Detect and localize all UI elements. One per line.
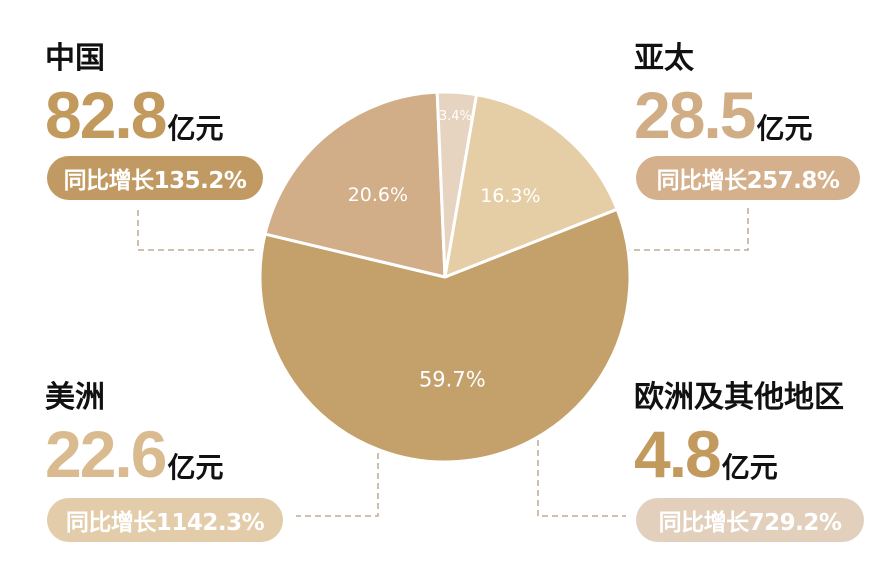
growth-pill-apac: 同比增长257.8% xyxy=(636,156,860,200)
connector-line xyxy=(625,208,749,251)
region-apac: 亚太 28.5亿元 xyxy=(634,41,813,149)
region-name: 中国 xyxy=(45,41,105,76)
pie-slice xyxy=(258,207,632,464)
pie-slice xyxy=(263,90,447,279)
region-amount: 4.8 xyxy=(634,417,722,491)
region-europe-other: 欧洲及其他地区 4.8亿元 xyxy=(634,380,844,488)
region-name: 欧洲及其他地区 xyxy=(634,380,844,415)
region-amount: 28.5 xyxy=(634,78,756,152)
slice-label: 3.4% xyxy=(439,109,472,124)
slice-label: 16.3% xyxy=(480,185,540,207)
connector-line xyxy=(296,453,379,517)
region-amount: 82.8 xyxy=(45,78,167,152)
region-amount: 22.6 xyxy=(45,417,167,491)
slice-label: 20.6% xyxy=(348,184,408,206)
connector-line xyxy=(537,440,626,517)
region-unit: 亿元 xyxy=(721,451,778,484)
connector-line xyxy=(137,210,258,251)
region-unit: 亿元 xyxy=(756,112,813,145)
growth-pill-americas: 同比增长1142.3% xyxy=(47,498,283,542)
region-unit: 亿元 xyxy=(167,112,224,145)
region-americas: 美洲 22.6亿元 xyxy=(45,380,224,488)
pie-slice xyxy=(443,93,619,279)
region-name: 美洲 xyxy=(45,380,105,415)
region-name: 亚太 xyxy=(634,41,694,76)
growth-pill-china: 同比增长135.2% xyxy=(47,156,263,200)
region-unit: 亿元 xyxy=(167,451,224,484)
slice-label: 59.7% xyxy=(419,367,486,391)
region-china: 中国 82.8亿元 xyxy=(45,41,224,149)
growth-pill-europe-other: 同比增长729.2% xyxy=(636,498,864,542)
